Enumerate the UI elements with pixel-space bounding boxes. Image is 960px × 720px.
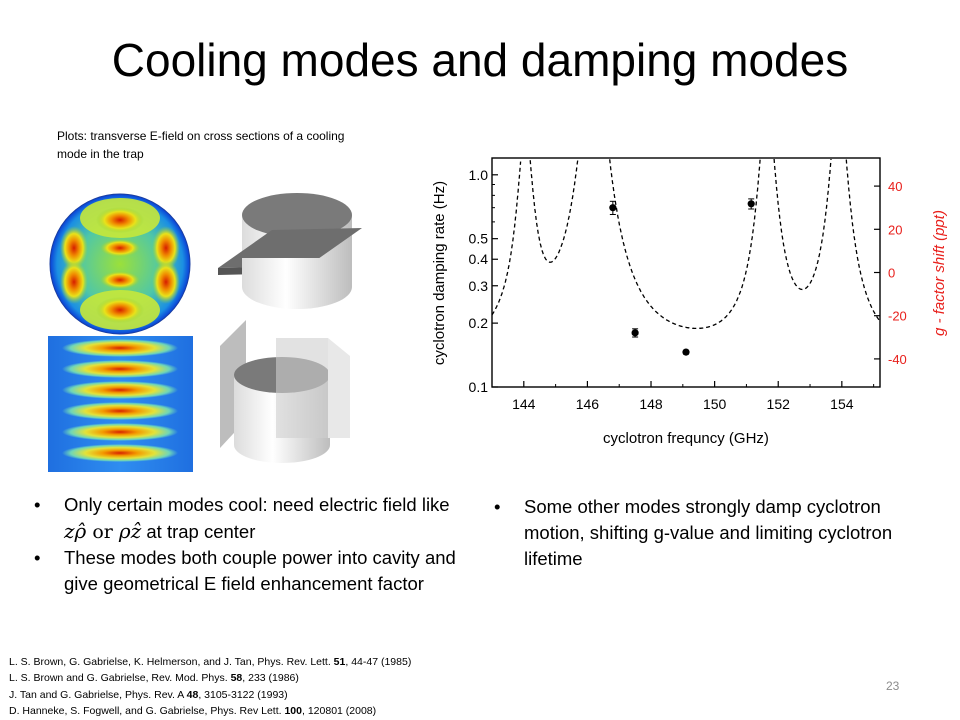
x-tick-label: 144 bbox=[512, 396, 536, 412]
right-y-tick-label: 20 bbox=[888, 222, 902, 237]
right-bullet-list: Some other modes strongly damp cyclotron… bbox=[494, 494, 914, 572]
math-rho: ρ bbox=[118, 519, 131, 543]
y-tick-label: 1.0 bbox=[469, 167, 489, 183]
math-or: or bbox=[86, 521, 119, 543]
x-tick-label: 154 bbox=[830, 396, 854, 412]
reference-item: L. S. Brown, G. Gabrielse, K. Helmerson,… bbox=[9, 656, 412, 668]
right-y-tick-label: -20 bbox=[888, 309, 907, 324]
math-rho-hat: ρ̂ bbox=[74, 519, 87, 543]
x-tick-label: 148 bbox=[639, 396, 663, 412]
bullet-cooling-condition: Only certain modes cool: need electric f… bbox=[34, 492, 474, 545]
bullet-text-end: at trap center bbox=[146, 521, 256, 542]
reference-item: D. Hanneke, S. Fogwell, and G. Gabrielse… bbox=[9, 705, 377, 718]
right-y-tick-label: 0 bbox=[888, 266, 895, 281]
left-bullet-list: Only certain modes cool: need electric f… bbox=[34, 492, 474, 597]
y-tick-label: 0.1 bbox=[469, 379, 489, 395]
data-point bbox=[682, 348, 690, 356]
rectangular-field-plot bbox=[48, 336, 193, 472]
damping-rate-curve bbox=[491, 158, 881, 330]
bullet-coupling: These modes both couple power into cavit… bbox=[34, 545, 474, 597]
right-y-tick-label: 40 bbox=[888, 179, 902, 194]
y-axis-label: cyclotron damping rate (Hz) bbox=[431, 181, 448, 365]
circular-field-plot bbox=[49, 193, 191, 335]
y-tick-label: 0.5 bbox=[469, 231, 489, 247]
data-point bbox=[747, 200, 755, 208]
references: L. S. Brown, G. Gabrielse, K. Helmerson,… bbox=[9, 654, 609, 720]
page-number: 23 bbox=[886, 679, 900, 693]
x-tick-label: 146 bbox=[576, 396, 600, 412]
cavity-vertical-section bbox=[220, 320, 350, 463]
right-axis-label: g - factor shift (ppt) bbox=[931, 210, 948, 336]
math-z: z bbox=[64, 519, 75, 543]
bullet-damping-modes: Some other modes strongly damp cyclotron… bbox=[494, 494, 914, 572]
x-tick-label: 150 bbox=[703, 396, 727, 412]
y-tick-label: 0.4 bbox=[469, 251, 489, 267]
y-tick-label: 0.2 bbox=[469, 315, 489, 331]
figure-caption: Plots: transverse E-field on cross secti… bbox=[57, 129, 345, 161]
field-expression: zρ̂ or ρẑ bbox=[64, 519, 146, 543]
reference-item: J. Tan and G. Gabrielse, Phys. Rev. A 48… bbox=[9, 688, 288, 701]
damping-rate-chart: 144 146 148 150 152 154 0.1 0.2 0.3 0.4 0.5 1.0 -40 -… bbox=[408, 145, 948, 447]
bullet-text: Only certain modes cool: need electric f… bbox=[64, 494, 450, 515]
reference-item: L. S. Brown and G. Gabrielse, Rev. Mod. … bbox=[9, 672, 299, 685]
slide-title: Cooling modes and damping modes bbox=[111, 34, 849, 86]
mode-field-figure bbox=[48, 193, 362, 472]
data-point bbox=[631, 329, 639, 337]
data-point bbox=[609, 204, 617, 212]
x-axis-label: cyclotron frequncy (GHz) bbox=[603, 430, 769, 447]
math-z-hat: ẑ bbox=[130, 519, 142, 543]
cavity-horizontal-section bbox=[218, 193, 362, 309]
y-tick-label: 0.3 bbox=[469, 278, 489, 294]
x-tick-label: 152 bbox=[767, 396, 791, 412]
right-y-tick-label: -40 bbox=[888, 352, 907, 367]
